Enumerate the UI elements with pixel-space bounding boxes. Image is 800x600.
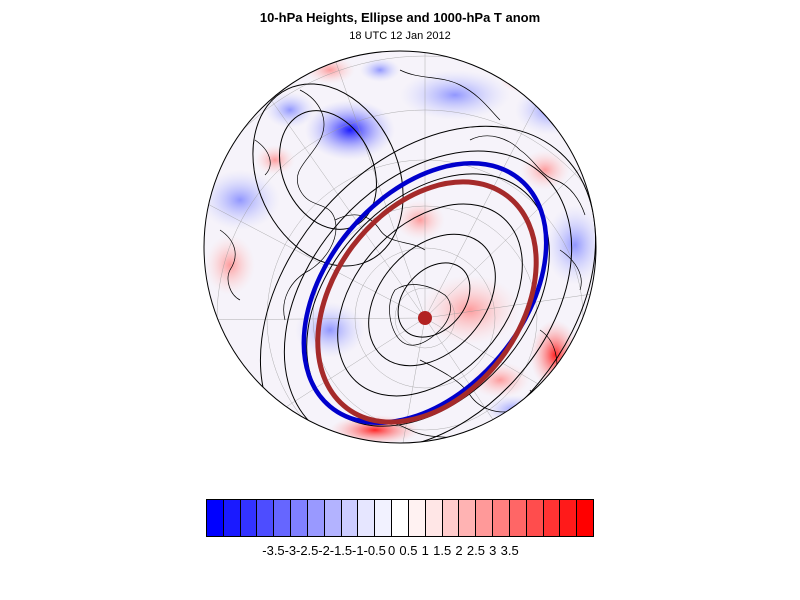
moment-ellipse <box>315 179 539 425</box>
colorbar-box <box>577 500 594 536</box>
plot-subtitle: 18 UTC 12 Jan 2012 <box>349 30 451 42</box>
colorbar-tick-label: 1 <box>421 543 429 558</box>
colorbar-box <box>459 500 477 536</box>
colorbar-tick-label: 1.5 <box>433 543 452 558</box>
colorbar-tick-label: -3.5 <box>262 543 285 558</box>
colorbar-tick-label: 3.5 <box>500 543 519 558</box>
colorbar-box <box>476 500 494 536</box>
colorbar-tick-label: 2 <box>455 543 463 558</box>
colorbar-box <box>526 500 544 536</box>
colorbar-box <box>307 500 325 536</box>
colorbar-box <box>408 500 426 536</box>
colorbar-tick-label: 0.5 <box>399 543 418 558</box>
colorbar-box <box>291 500 308 536</box>
colorbar-box <box>375 500 393 536</box>
colorbar-labels: -3.5 -3 -2.5 -2 -1.5 -1 -0.5 0 0.5 1 1.5 2 2.5 3 3.5 <box>0 543 800 563</box>
colorbar-box <box>560 500 578 536</box>
colorbar-tick-label: -2.5 <box>296 543 319 558</box>
colorbar-box <box>223 500 241 536</box>
globe-outline <box>203 50 597 444</box>
colorbar-tick-label: -1.5 <box>329 543 353 558</box>
colorbar-tick-label: -2 <box>318 543 330 558</box>
colorbar-box <box>341 500 359 536</box>
colorbar-tick-label: -0.5 <box>363 543 386 558</box>
colorbar-tick-label: 3 <box>489 543 497 558</box>
colorbar-box <box>543 500 561 536</box>
colorbar-box <box>240 500 258 536</box>
colorbar-box <box>442 500 460 536</box>
colorbar-tick-label: 0 <box>387 543 396 558</box>
colorbar-box <box>509 500 527 536</box>
colorbar-box <box>207 500 224 536</box>
colorbar-box <box>493 500 510 536</box>
colorbar-tick-label: -1 <box>352 543 364 558</box>
colorbar-box <box>324 500 342 536</box>
colorbar-box <box>425 500 443 536</box>
plot-title: 10-hPa Heights, Ellipse and 1000-hPa T a… <box>259 10 541 25</box>
colorbar-box <box>392 500 409 536</box>
colorbar-box <box>274 500 292 536</box>
colorbar-tick-label: -3 <box>284 543 297 558</box>
colorbar-tick-label: 2.5 <box>466 543 485 558</box>
colorbar <box>206 499 594 537</box>
colorbar-box <box>257 500 275 536</box>
ellipse-center-marker <box>418 311 432 325</box>
colorbar-box <box>358 500 376 536</box>
